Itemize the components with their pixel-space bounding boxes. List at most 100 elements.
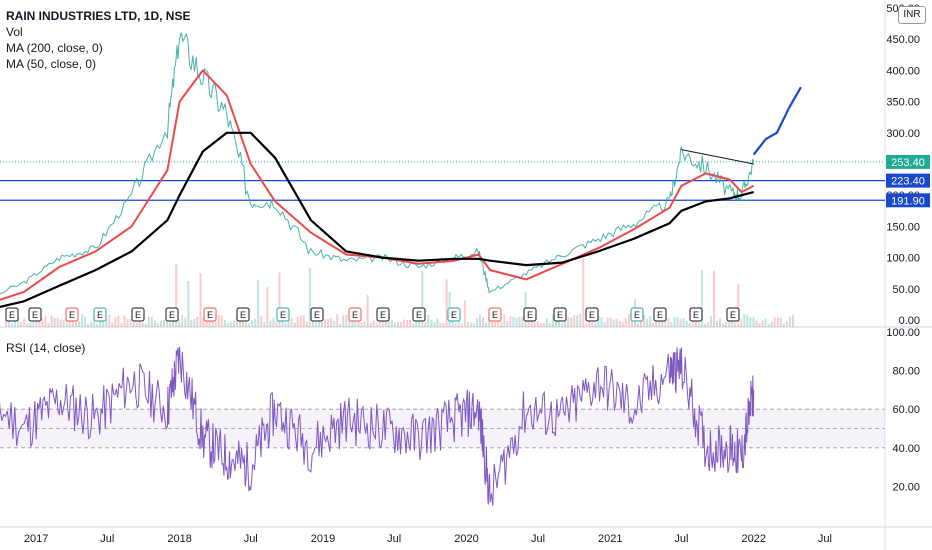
earnings-marker[interactable]: E bbox=[376, 307, 390, 322]
legend-rsi[interactable]: RSI (14, close) bbox=[6, 341, 86, 355]
volume-bar bbox=[56, 317, 59, 327]
volume-bar bbox=[235, 316, 238, 327]
volume-bar bbox=[621, 322, 624, 327]
earnings-marker[interactable]: E bbox=[523, 307, 537, 322]
earnings-marker[interactable]: E bbox=[447, 307, 461, 322]
volume-bar bbox=[767, 323, 770, 327]
earnings-marker[interactable]: E bbox=[165, 307, 179, 322]
volume-bar bbox=[713, 270, 715, 327]
earnings-marker[interactable]: E bbox=[5, 307, 19, 322]
volume-bar bbox=[506, 320, 509, 327]
earnings-marker[interactable]: E bbox=[28, 307, 42, 322]
volume-bar bbox=[68, 319, 71, 327]
volume-bar bbox=[457, 316, 460, 327]
earnings-marker[interactable]: E bbox=[653, 307, 667, 322]
earnings-marker[interactable]: E bbox=[585, 307, 599, 322]
svg-text:E: E bbox=[314, 310, 320, 320]
volume-bar bbox=[363, 321, 366, 327]
volume-bar bbox=[782, 323, 785, 327]
volume-bar bbox=[421, 271, 424, 327]
volume-bar bbox=[788, 316, 791, 327]
svg-text:E: E bbox=[492, 310, 498, 320]
chart-title: RAIN INDUSTRIES LTD, 1D, NSE bbox=[6, 9, 191, 23]
volume-bar bbox=[673, 316, 676, 327]
volume-bar bbox=[585, 323, 588, 327]
volume-bar bbox=[539, 323, 542, 327]
volume-bar bbox=[755, 320, 758, 327]
volume-bar bbox=[53, 318, 56, 327]
volume-bar bbox=[77, 321, 80, 327]
legend-vol[interactable]: Vol bbox=[6, 25, 23, 39]
earnings-marker[interactable]: E bbox=[553, 307, 567, 322]
currency-button[interactable]: INR bbox=[898, 6, 926, 24]
price-tick-label: 350.00 bbox=[886, 97, 920, 109]
volume-bar bbox=[472, 323, 475, 327]
volume-bar bbox=[424, 321, 427, 327]
earnings-marker[interactable]: E bbox=[630, 307, 644, 322]
svg-text:E: E bbox=[634, 310, 640, 320]
svg-text:E: E bbox=[589, 310, 595, 320]
earnings-marker[interactable]: E bbox=[131, 307, 145, 322]
volume-bar bbox=[758, 323, 761, 327]
price-tick-label: 100.00 bbox=[886, 253, 920, 265]
volume-bar bbox=[254, 319, 257, 327]
volume-bar bbox=[694, 317, 697, 327]
earnings-marker[interactable]: E bbox=[276, 307, 290, 322]
volume-bar bbox=[269, 320, 272, 327]
price-badge bbox=[886, 173, 930, 188]
volume-bar bbox=[685, 321, 688, 327]
svg-text:E: E bbox=[207, 310, 213, 320]
volume-bar bbox=[415, 318, 418, 327]
volume-bar bbox=[242, 321, 244, 327]
price-badge bbox=[886, 193, 930, 208]
volume-bar bbox=[211, 320, 214, 327]
x-tick-label: 2020 bbox=[454, 533, 478, 545]
volume-bar bbox=[348, 317, 351, 327]
volume-bar bbox=[442, 323, 445, 327]
volume-bar bbox=[542, 323, 545, 327]
volume-bar bbox=[96, 323, 99, 327]
volume-bar bbox=[32, 322, 35, 327]
volume-bar bbox=[749, 317, 752, 327]
volume-bar bbox=[630, 317, 633, 327]
svg-text:E: E bbox=[97, 310, 103, 320]
volume-bar bbox=[193, 319, 196, 327]
volume-bar bbox=[548, 323, 551, 327]
earnings-marker[interactable]: E bbox=[236, 307, 250, 322]
volume-bar bbox=[29, 322, 32, 327]
volume-bar bbox=[47, 323, 50, 327]
earnings-marker[interactable]: E bbox=[310, 307, 324, 322]
volume-bar bbox=[460, 323, 463, 327]
volume-bar bbox=[494, 322, 497, 327]
volume-bar bbox=[354, 318, 357, 327]
svg-text:E: E bbox=[693, 310, 699, 320]
volume-bar bbox=[594, 322, 597, 327]
volume-bar bbox=[278, 272, 281, 327]
earnings-marker[interactable]: E bbox=[726, 307, 740, 322]
volume-bar bbox=[120, 323, 123, 327]
earnings-marker[interactable]: E bbox=[488, 307, 502, 322]
volume-bar bbox=[752, 317, 755, 327]
earnings-marker[interactable]: E bbox=[348, 307, 362, 322]
legend-ma200[interactable]: MA (200, close, 0) bbox=[6, 41, 103, 55]
earnings-marker[interactable]: E bbox=[203, 307, 217, 322]
volume-bar bbox=[327, 319, 330, 327]
volume-bar bbox=[302, 315, 305, 327]
svg-text:E: E bbox=[730, 310, 736, 320]
earnings-marker[interactable]: E bbox=[689, 307, 703, 322]
volume-bar bbox=[697, 322, 700, 327]
volume-bar bbox=[725, 321, 728, 327]
volume-bar bbox=[618, 321, 621, 327]
earnings-marker[interactable]: E bbox=[65, 307, 79, 322]
legend-ma50[interactable]: MA (50, close, 0) bbox=[6, 57, 97, 71]
volume-bar bbox=[779, 317, 782, 327]
volume-bar bbox=[205, 318, 208, 327]
volume-bar bbox=[488, 316, 491, 327]
rsi-tick-label: 80.00 bbox=[892, 366, 920, 378]
svg-text:E: E bbox=[657, 310, 663, 320]
volume-bar bbox=[117, 315, 120, 327]
rsi-tick-label: 40.00 bbox=[892, 443, 920, 455]
earnings-marker[interactable]: E bbox=[412, 307, 426, 322]
earnings-marker[interactable]: E bbox=[93, 307, 107, 322]
price-badge bbox=[886, 154, 930, 169]
